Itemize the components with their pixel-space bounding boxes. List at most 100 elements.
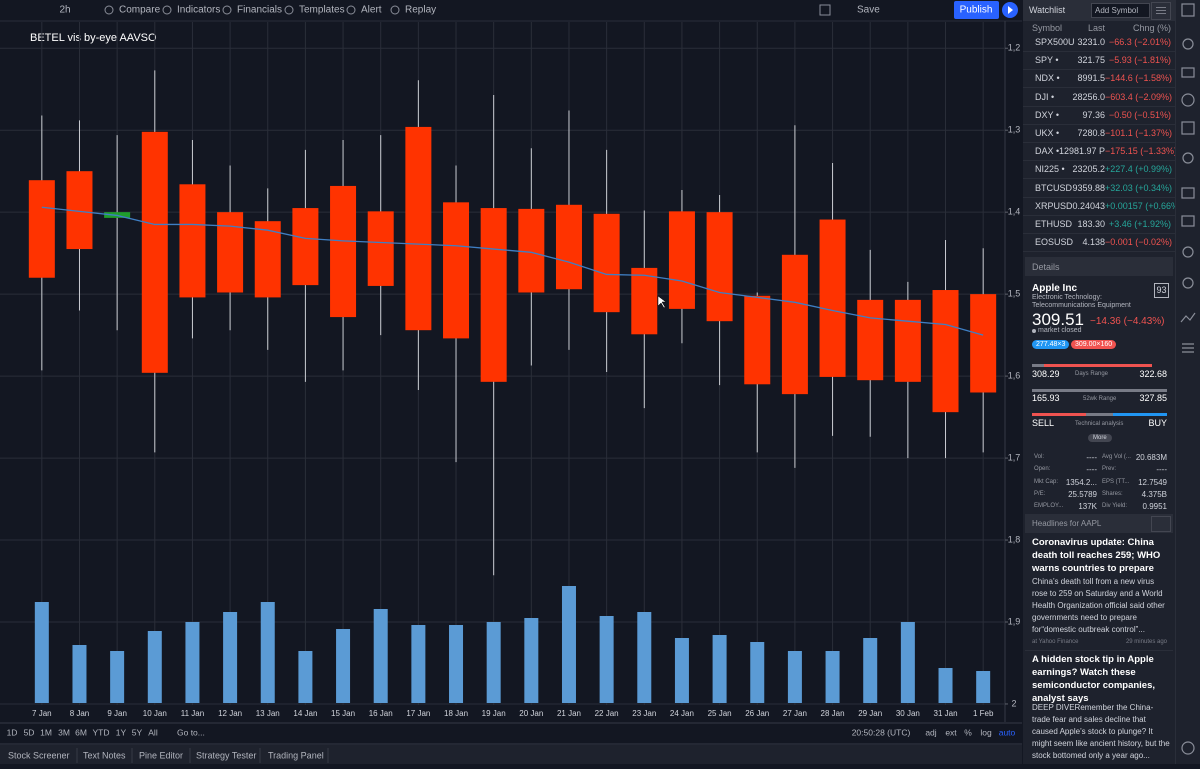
icon[interactable] [1181, 93, 1195, 107]
scale-option[interactable]: ext [945, 727, 957, 737]
volume-bar [147, 631, 162, 703]
watchlist-row[interactable] [1023, 234, 1175, 253]
sector: Electronic Technology: Telecommunication… [1032, 294, 1131, 309]
tab[interactable]: Trading Panel [268, 750, 324, 760]
toolbar-item[interactable]: Alert [361, 5, 382, 16]
x-tick-label: 27 Jan [783, 709, 807, 718]
icon[interactable] [1181, 3, 1195, 17]
candle-body [819, 219, 846, 377]
tab[interactable]: Pine Editor [139, 750, 183, 760]
y-tick-label: 2 [1011, 698, 1016, 708]
range-button[interactable]: YTD [93, 727, 110, 737]
symbol: SPX500U [1035, 37, 1075, 47]
tab[interactable]: Strategy Tester [196, 750, 256, 760]
watchlist-row[interactable] [1023, 143, 1175, 162]
toolbar-item[interactable]: Replay [405, 5, 436, 16]
toolbar-item[interactable]: Compare [119, 5, 161, 16]
ta-label: Technical analysis [1075, 421, 1124, 427]
icon[interactable] [1181, 67, 1195, 78]
watchlist-row[interactable] [1023, 107, 1175, 125]
x-tick-label: 26 Jan [745, 709, 769, 718]
symbol: ETHUSD [1035, 219, 1073, 229]
scale-option[interactable]: log [980, 727, 992, 737]
save[interactable]: Save [857, 5, 880, 16]
scale-option[interactable]: adj [925, 727, 936, 737]
news-title[interactable]: A hidden stock tip in Apple earnings? Wa… [1032, 654, 1156, 704]
stat-value: 4.375B [1141, 489, 1167, 499]
column-header: Chng (%) [1132, 23, 1171, 33]
watchlist-row[interactable] [1023, 216, 1175, 234]
icon[interactable] [1182, 277, 1194, 289]
watchlist-row[interactable] [1023, 34, 1175, 52]
icon[interactable] [1182, 246, 1194, 258]
range-button[interactable]: 3M [58, 727, 70, 737]
side-panel: Watchlist Add Symbol Symbol Last Chng (%) SPX… [1023, 0, 1182, 764]
candle-body [781, 254, 808, 395]
range-button[interactable]: All [148, 727, 158, 737]
watchlist-row[interactable] [1023, 89, 1175, 107]
range-button[interactable]: 1D [7, 727, 18, 737]
range-button[interactable]: 5D [24, 727, 35, 737]
watchlist-row[interactable] [1023, 125, 1175, 143]
icon[interactable] [1182, 38, 1194, 50]
list-button[interactable] [1151, 2, 1171, 20]
stat-value: 25.5789 [1068, 489, 1097, 499]
layout-icon[interactable] [819, 4, 831, 16]
range-button[interactable]: 1Y [116, 727, 127, 737]
toolbar-item[interactable]: Templates [299, 5, 345, 16]
news-title[interactable]: Coronavirus update: China death toll rea… [1032, 537, 1161, 574]
change: −101.1 (−1.37%) [1105, 128, 1173, 138]
add-symbol[interactable]: Add Symbol [1091, 3, 1150, 18]
range-button[interactable]: 5Y [132, 727, 143, 737]
volume-bar [34, 602, 49, 703]
interval[interactable]: 2h [59, 5, 70, 16]
icon[interactable] [1182, 152, 1194, 164]
volume-bar [110, 651, 125, 703]
scale-option[interactable]: % [964, 727, 972, 737]
volume-bar [787, 651, 802, 703]
more[interactable]: More [1088, 434, 1112, 442]
icon[interactable] [1181, 187, 1195, 199]
news-source: at Yahoo Finance [1032, 639, 1079, 645]
publish[interactable]: Publish [960, 5, 993, 16]
range-button[interactable]: 1M [40, 727, 52, 737]
details-header [1025, 257, 1173, 276]
change: +227.4 (+0.99%) [1105, 164, 1173, 175]
publish-button[interactable] [954, 1, 999, 19]
x-tick-label: 29 Jan [858, 709, 882, 718]
icon[interactable] [1181, 121, 1195, 135]
y-tick-label: 1,7 [1008, 452, 1021, 462]
news-body: China’s death toll from a new virus rose… [1032, 577, 1165, 634]
watchlist-row[interactable] [1023, 198, 1175, 216]
goto[interactable]: Go to... [177, 727, 205, 737]
tab[interactable]: Stock Screener [8, 750, 70, 760]
days-bar-rest [1032, 364, 1044, 367]
toolbar-icon [222, 5, 232, 15]
watchlist-row[interactable] [1023, 70, 1175, 89]
icon[interactable] [1181, 215, 1195, 227]
change: −0.001 (−0.02%) [1105, 237, 1173, 248]
tab[interactable]: Text Notes [83, 750, 126, 760]
watchlist-row[interactable] [1023, 161, 1175, 180]
list-button[interactable] [1151, 516, 1171, 532]
watchlist-row[interactable] [1023, 52, 1175, 71]
scale-option[interactable]: auto [999, 727, 1016, 737]
range-button[interactable]: 6M [75, 727, 87, 737]
stat-value: ---- [1156, 465, 1167, 475]
toolbar-icon [390, 5, 400, 15]
symbol: DJI • [1035, 91, 1055, 102]
watchlist-row[interactable] [1023, 180, 1175, 198]
icon[interactable] [1180, 312, 1196, 323]
details-title: Details [1032, 262, 1060, 272]
toolbar-item[interactable]: Financials [237, 5, 282, 16]
x-tick-label: 12 Jan [218, 709, 242, 718]
toolbar-item[interactable]: Indicators [177, 5, 220, 16]
candle-body [254, 221, 281, 298]
symbol: SPY • [1035, 55, 1059, 66]
icon[interactable] [1182, 343, 1194, 353]
icon[interactable] [1181, 741, 1195, 755]
volume-bar [637, 612, 652, 703]
candle-body [744, 295, 771, 385]
candle-body [367, 211, 394, 286]
stat-value: 1354.2... [1065, 477, 1097, 487]
